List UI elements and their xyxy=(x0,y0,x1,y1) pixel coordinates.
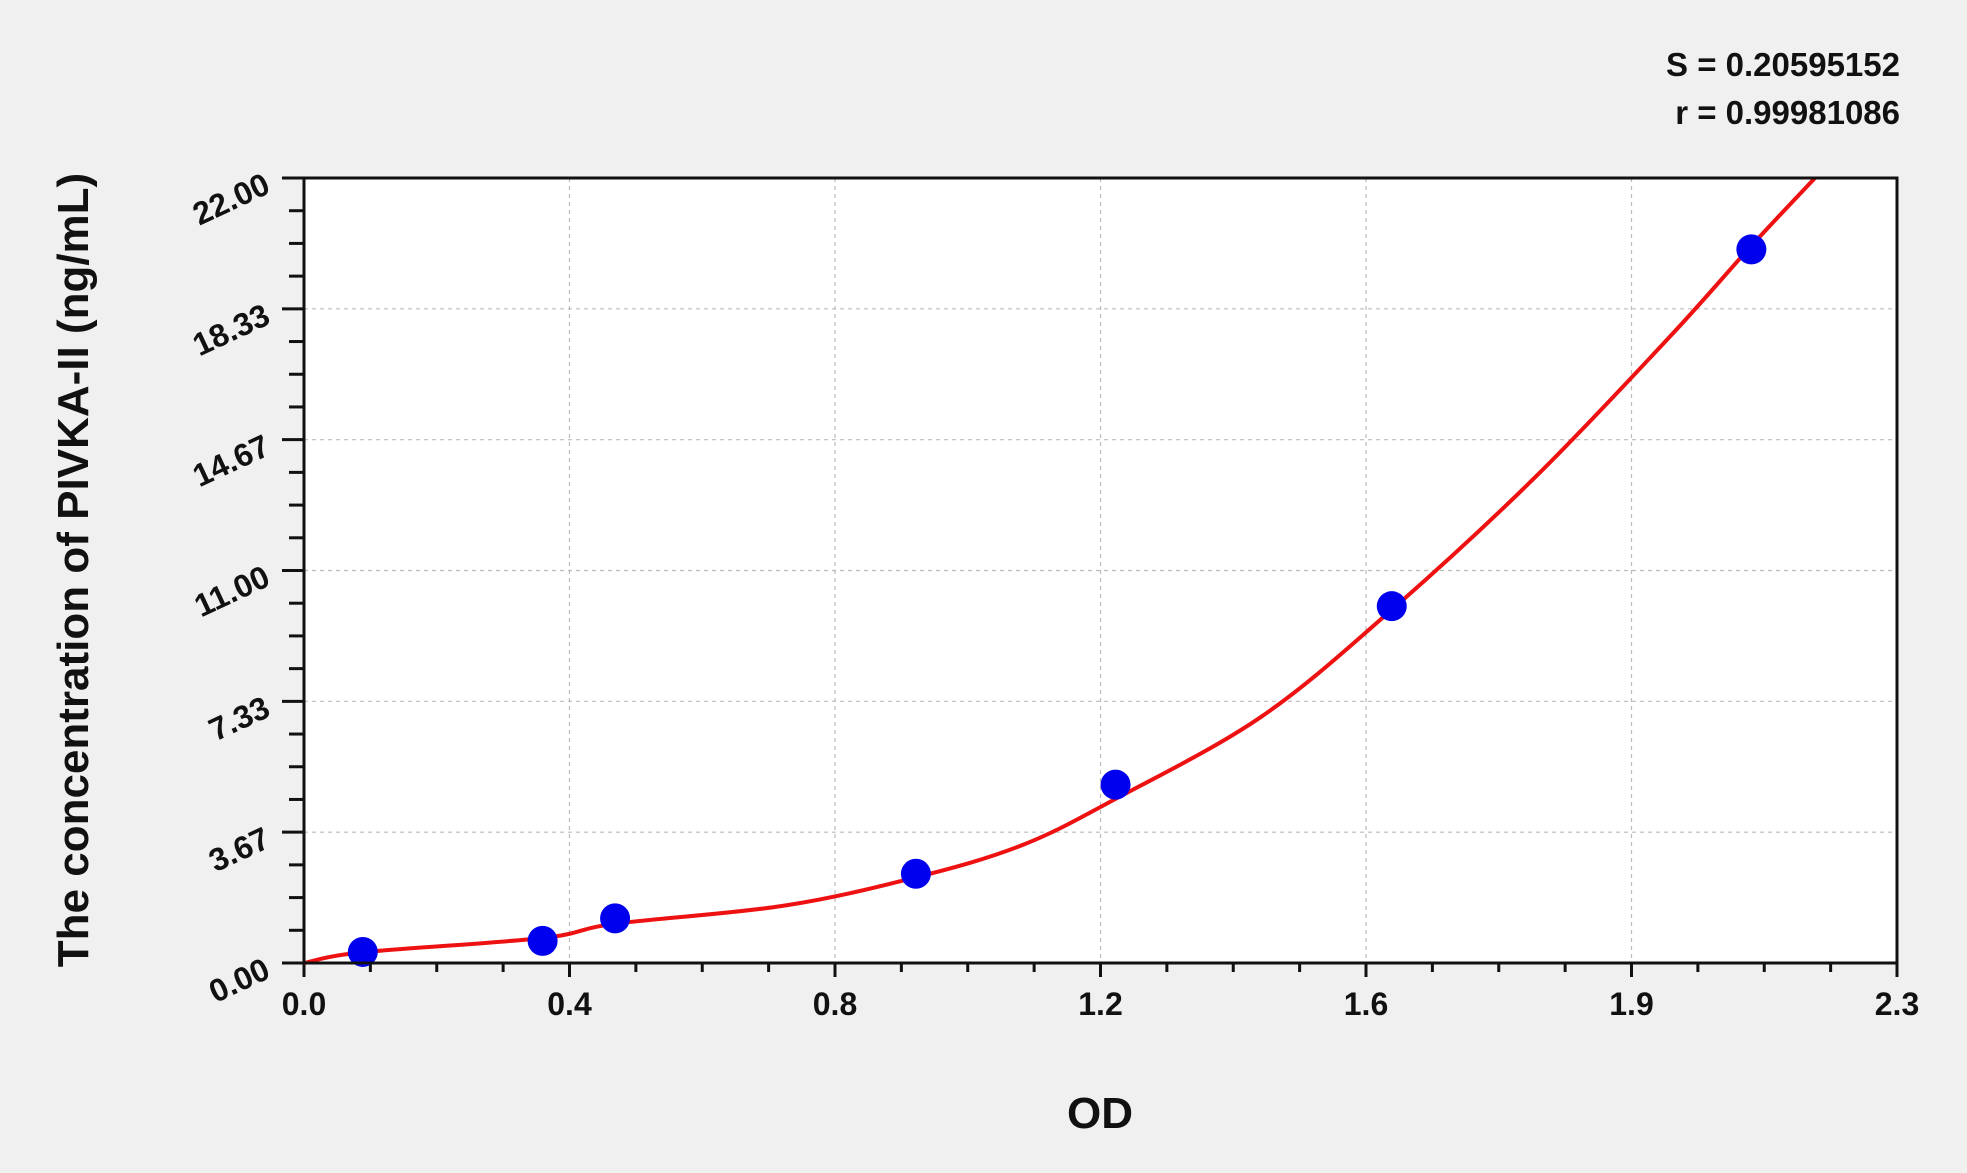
data-point xyxy=(1736,234,1767,265)
data-point xyxy=(1376,591,1407,622)
data-point xyxy=(1100,769,1131,800)
x-tick-label: 1.2 xyxy=(1078,986,1122,1022)
y-axis-label: The concentration of PIVKA-II (ng/mL) xyxy=(49,173,98,967)
y-tick-label: 3.67 xyxy=(203,820,275,879)
x-axis-label: OD xyxy=(1067,1089,1133,1138)
y-tick-label: 0.00 xyxy=(203,951,275,1010)
fit-curve xyxy=(303,176,1817,965)
data-point xyxy=(900,858,931,889)
x-tick-label: 0.0 xyxy=(282,986,326,1022)
plot-frame xyxy=(302,176,1899,965)
data-point xyxy=(347,936,378,967)
data-points xyxy=(347,234,1767,967)
y-tick-label: 18.33 xyxy=(187,297,275,363)
y-tick-label: 22.00 xyxy=(187,166,275,232)
x-tick-label: 0.8 xyxy=(813,986,857,1022)
x-tick-label: 2.3 xyxy=(1875,986,1919,1022)
annotation-r: r = 0.99981086 xyxy=(1675,94,1900,131)
x-tick-label: 0.4 xyxy=(547,986,592,1022)
x-tick-label: 1.9 xyxy=(1609,986,1653,1022)
grid xyxy=(304,178,1897,963)
annotation-s: S = 0.20595152 xyxy=(1666,46,1900,83)
y-tick-label: 7.33 xyxy=(203,689,275,748)
y-tick-label: 11.00 xyxy=(189,558,275,624)
y-tick-label: 14.67 xyxy=(187,427,275,493)
x-tick-label: 1.6 xyxy=(1344,986,1388,1022)
data-point xyxy=(527,925,558,956)
data-point xyxy=(600,903,631,934)
